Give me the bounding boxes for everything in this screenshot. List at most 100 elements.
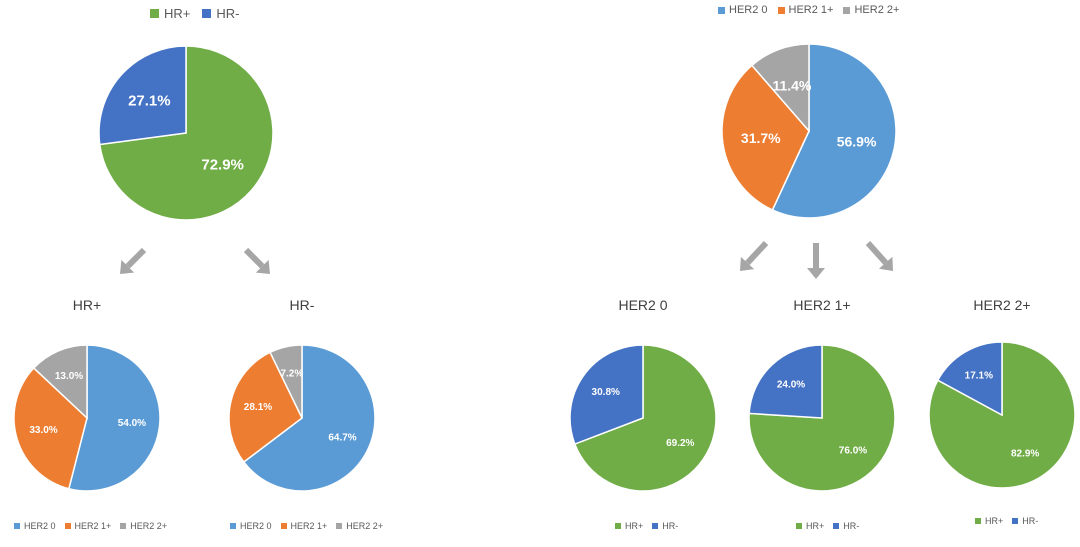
legend-swatch (975, 518, 981, 524)
her2-overall-slice-her2-0 (771, 43, 897, 219)
hr-pos-by-her2-legend: HER2 0 HER2 1+ HER2 2+ (14, 521, 176, 531)
legend-swatch (280, 523, 287, 529)
her2-1-by-hr-data-label: 24.0% (777, 380, 805, 391)
hr-overall-data-label: 72.9% (201, 157, 244, 174)
her2-1-by-hr-title: HER2 1+ (793, 297, 851, 313)
legend-item: HR+ (975, 516, 1003, 526)
hr-pos-by-her2-data-label: 13.0% (55, 371, 83, 382)
legend-label: HER2 0 (729, 4, 768, 16)
legend-swatch (833, 523, 840, 529)
legend-item: HR+ (796, 521, 824, 531)
legend-item: HER2 0 (14, 521, 56, 531)
legend-label: HER2 2+ (854, 4, 900, 16)
her2-overall-data-label: 11.4% (772, 77, 811, 93)
hr-pos-by-her2-slice-her2-1- (13, 366, 88, 490)
legend-swatch (150, 9, 159, 18)
legend-label: HR- (1022, 516, 1039, 526)
arrow-down-icon (807, 243, 825, 279)
legend-label: HR+ (806, 521, 825, 531)
legend-item: HER2 2+ (120, 521, 167, 531)
legend-swatch (14, 523, 20, 529)
hr-neg-by-her2-data-label: 7.2% (280, 368, 303, 379)
legend-swatch (202, 9, 212, 18)
her2-2-by-hr-data-label: 17.1% (965, 371, 993, 382)
legend-swatch (843, 6, 851, 14)
her2-1-by-hr-data-label: 76.0% (839, 445, 867, 456)
legend-swatch (120, 523, 127, 529)
hr-neg-by-her2-title: HR- (289, 297, 315, 313)
legend-swatch (230, 523, 236, 529)
her2-0-by-hr-slice-hr- (573, 344, 717, 492)
legend-label: HER2 2+ (130, 521, 168, 531)
hr-pos-by-her2-pie: 54.0% 33.0% 13.0% (13, 344, 161, 492)
hr-pos-by-her2-data-label: 54.0% (118, 418, 146, 429)
hr-overall-slice-hr- (98, 45, 187, 146)
hr-neg-by-her2-pie: 64.7% 28.1% 7.2% (228, 344, 376, 492)
her2-overall-slice-her2-2- (750, 43, 810, 134)
hr-pos-by-her2-data-label: 33.0% (29, 425, 57, 436)
legend-item: HER2 0 (718, 4, 768, 16)
her2-1-by-hr-pie: 76.0% 24.0% (748, 344, 896, 492)
legend-label: HER2 1+ (74, 521, 112, 531)
arrow-down-left-icon (740, 240, 769, 271)
legend-swatch (718, 6, 725, 14)
her2-0-by-hr-legend: HR+ HR- (615, 521, 687, 531)
legend-item: HR- (202, 6, 239, 21)
legend-swatch (652, 523, 659, 529)
legend-swatch (777, 6, 785, 14)
legend-item: HER2 1+ (64, 521, 112, 531)
arrow-down-right-icon (865, 241, 893, 271)
legend-item: HR- (833, 521, 859, 531)
hr-neg-by-her2-legend: HER2 0 HER2 1+ HER2 2+ (230, 521, 392, 531)
hr-neg-by-her2-slice-her2-0 (242, 344, 376, 492)
her2-overall-data-label: 56.9% (837, 133, 877, 149)
legend-item: HER2 2+ (843, 4, 899, 16)
legend-label: HER2 0 (240, 521, 272, 531)
her2-0-by-hr-data-label: 69.2% (666, 438, 694, 449)
legend-label: HER2 2+ (346, 521, 384, 531)
legend-item: HR- (1012, 516, 1038, 526)
her2-1-by-hr-slice-hr- (748, 344, 823, 419)
her2-0-by-hr-pie: 69.2% 30.8% (569, 344, 717, 492)
hr-pos-by-her2-title: HR+ (72, 297, 102, 313)
legend-label: HR- (843, 521, 860, 531)
her2-2-by-hr-pie: 82.9% 17.1% (928, 341, 1076, 489)
legend-item: HR- (652, 521, 678, 531)
her2-2-by-hr-slice-hr- (936, 341, 1003, 417)
legend-item: HER2 1+ (280, 521, 328, 531)
legend-swatch (1012, 518, 1019, 524)
hr-neg-by-her2-data-label: 64.7% (328, 433, 356, 444)
her2-overall-pie: 56.9% 31.7% 11.4% (721, 43, 897, 219)
hr-pos-by-her2-slice-her2-0 (67, 344, 161, 492)
her2-overall-data-label: 31.7% (741, 130, 781, 146)
legend-label: HR- (662, 521, 679, 531)
legend-label: HER2 1+ (788, 4, 834, 16)
legend-label: HR+ (164, 6, 191, 21)
her2-1-by-hr-legend: HR+ HR- (796, 521, 868, 531)
hr-neg-by-her2-data-label: 28.1% (244, 402, 272, 413)
legend-item: HER2 0 (230, 521, 272, 531)
her2-2-by-hr-data-label: 82.9% (1011, 448, 1039, 459)
legend-swatch (615, 523, 621, 529)
legend-swatch (64, 523, 71, 529)
legend-item: HER2 1+ (777, 4, 834, 16)
her2-0-by-hr-title: HER2 0 (618, 297, 668, 313)
her2-2-by-hr-legend: HR+ HR- (975, 516, 1047, 526)
hr-overall-pie: 72.9% 27.1% (98, 45, 274, 221)
hr-neg-by-her2-slice-her2-1- (228, 351, 303, 464)
her2-2-by-hr-slice-hr- (928, 341, 1076, 489)
legend-label: HR- (216, 6, 240, 21)
legend-label: HR+ (625, 521, 644, 531)
hr-overall-legend: HR+ HR- (150, 6, 251, 21)
legend-item: HER2 2+ (336, 521, 383, 531)
arrow-down-left-icon (120, 247, 147, 274)
legend-label: HER2 1+ (290, 521, 328, 531)
her2-overall-legend: HER2 0 HER2 1+ HER2 2+ (718, 4, 909, 16)
hr-pos-by-her2-slice-her2-2- (32, 344, 88, 420)
legend-label: HR+ (985, 516, 1004, 526)
hr-neg-by-her2-slice-her2-2- (269, 344, 303, 419)
her2-overall-slice-her2-1- (721, 64, 810, 211)
legend-item: HR+ (150, 6, 190, 21)
